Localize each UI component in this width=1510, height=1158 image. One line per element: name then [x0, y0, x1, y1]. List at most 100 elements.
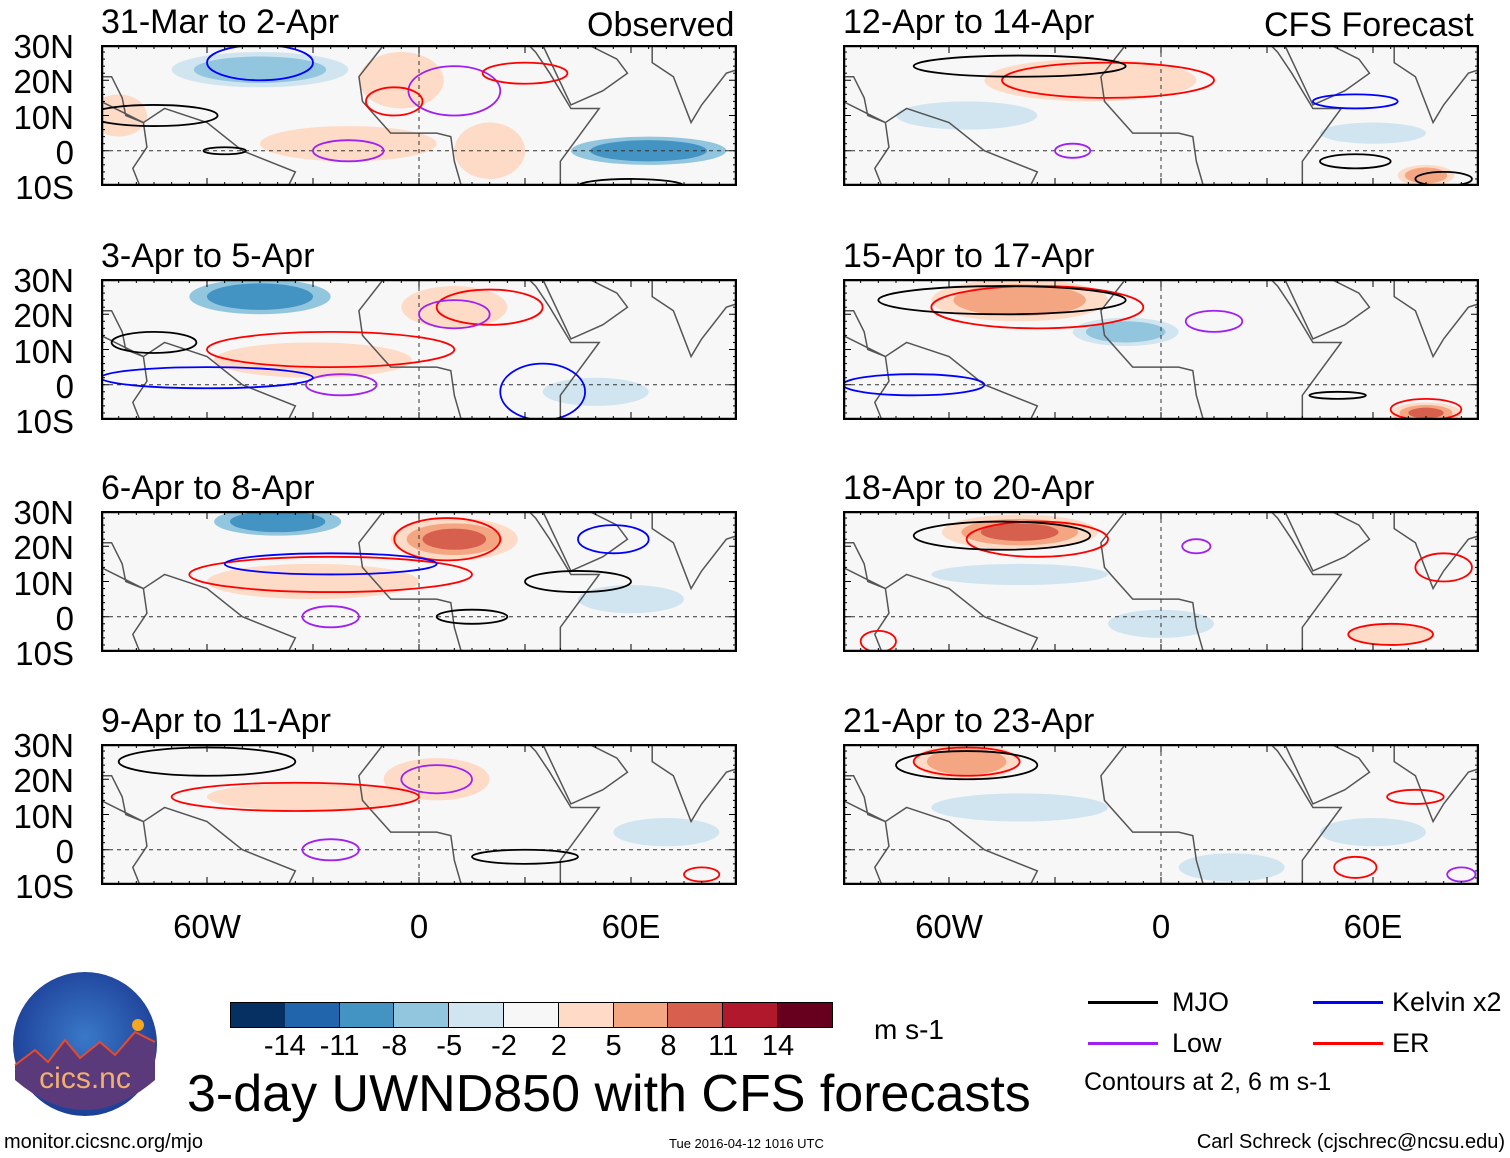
coastline [1100, 45, 1343, 186]
wind-anomaly-shading [214, 342, 412, 378]
map-panel [843, 279, 1479, 420]
coastline [1283, 45, 1371, 106]
legend-er-line [1313, 1042, 1383, 1045]
legend-er-label: ER [1392, 1028, 1430, 1058]
latitude-label: 10N [13, 332, 74, 370]
coastline [651, 511, 737, 591]
footer-author: Carl Schreck (cjschrec@ncsu.edu) [1196, 1131, 1505, 1153]
filtered-wave-contour [170, 781, 420, 812]
forecast-header: CFS Forecast [1264, 6, 1474, 44]
filtered-wave-contour [1184, 309, 1244, 333]
map-panel [101, 45, 737, 186]
map-panel [101, 744, 737, 885]
wind-anomaly-shading [358, 52, 444, 109]
legend-mjo-line [1088, 1001, 1158, 1004]
coastline [1283, 744, 1371, 805]
map-panel [101, 511, 737, 652]
colorbar-label: 8 [660, 1030, 677, 1062]
coastline [1283, 279, 1371, 340]
latitude-label: 10N [13, 98, 74, 136]
legend-low-label: Low [1172, 1028, 1222, 1058]
colorbar-label: 14 [761, 1030, 795, 1062]
filtered-wave-contour [1181, 538, 1212, 555]
panel-title: 21-Apr to 23-Apr [843, 702, 1095, 740]
legend-mjo-label: MJO [1172, 987, 1229, 1017]
colorbar-swatch [504, 1002, 559, 1028]
longitude-label: 0 [409, 908, 429, 945]
longitude-label: 60W [915, 908, 983, 945]
wind-anomaly-shading [896, 101, 1038, 130]
latitude-label: 20N [13, 762, 74, 800]
colorbar-swatch [230, 1002, 286, 1028]
footer-url[interactable]: monitor.cicsnc.org/mjo [4, 1131, 203, 1153]
map-panel [101, 279, 737, 420]
wind-anomaly-shading [542, 377, 649, 406]
colorbar-swatch [449, 1002, 504, 1028]
latitude-label: 20N [13, 63, 74, 101]
coastline [541, 45, 629, 106]
filtered-wave-contour [301, 605, 360, 629]
panel-title: 31-Mar to 2-Apr [101, 3, 340, 41]
coastline [873, 573, 1039, 652]
wind-anomaly-shading [260, 126, 437, 162]
filtered-wave-contour [400, 764, 473, 795]
colorbar-swatch [339, 1002, 395, 1028]
panel-title: 12-Apr to 14-Apr [843, 3, 1095, 41]
legend-low-line [1088, 1042, 1158, 1045]
filtered-wave-contour [206, 45, 314, 82]
wind-anomaly-shading [1320, 122, 1426, 144]
longitude-label: 60E [601, 908, 661, 945]
filtered-wave-contour [524, 570, 632, 593]
filtered-wave-contour [393, 517, 502, 562]
latitude-label: 20N [13, 297, 74, 335]
filtered-wave-contour [206, 330, 456, 369]
filtered-wave-contour [301, 838, 360, 862]
wind-anomaly-shading [980, 523, 1059, 541]
filtered-wave-contour [1319, 153, 1392, 170]
filtered-wave-contour [365, 86, 424, 117]
coastline [843, 774, 886, 823]
filtered-wave-contour [407, 65, 502, 117]
wind-anomaly-shading [1408, 407, 1444, 419]
filtered-wave-contour [223, 552, 438, 576]
colorbar-swatch [613, 1002, 669, 1028]
coastline [131, 107, 297, 186]
filtered-wave-contour [471, 848, 579, 865]
latitude-label: 10S [15, 403, 74, 440]
coastline [541, 279, 629, 340]
wind-anomaly-shading [401, 286, 508, 329]
logo-text: cics.nc [39, 1062, 131, 1095]
latitude-label: 0 [55, 133, 74, 171]
coastline [358, 45, 601, 186]
filtered-wave-contour [312, 139, 385, 163]
coastline [101, 75, 144, 124]
coastline [1100, 279, 1343, 420]
wind-anomaly-shading [229, 511, 326, 533]
wind-anomaly-shading [193, 56, 327, 83]
coastline [843, 309, 886, 358]
latitude-label: 30N [13, 28, 74, 65]
coastline [1100, 744, 1343, 885]
panel-title: 9-Apr to 11-Apr [101, 702, 331, 740]
coastline [131, 806, 297, 885]
wind-anomaly-shading [383, 758, 490, 801]
filtered-wave-contour [895, 750, 1039, 781]
coastline [101, 774, 144, 823]
coastline [101, 309, 144, 358]
filtered-wave-contour [1308, 390, 1367, 400]
map-panel [843, 511, 1479, 652]
latitude-label: 30N [13, 494, 74, 531]
filtered-wave-contour [499, 362, 586, 420]
filtered-wave-contour [110, 330, 198, 354]
latitude-label: 10S [15, 635, 74, 672]
filtered-wave-contour [481, 61, 569, 85]
wind-anomaly-shading [207, 283, 313, 310]
wind-anomaly-shading [926, 748, 1007, 775]
colorbar-label: -8 [381, 1030, 408, 1062]
filtered-wave-contour [965, 520, 1109, 558]
longitude-label: 60E [1343, 908, 1403, 945]
latitude-label: 0 [55, 599, 74, 637]
filtered-wave-contour [101, 366, 314, 390]
coastline [651, 45, 737, 125]
cics-logo: cics.nc [13, 972, 157, 1116]
